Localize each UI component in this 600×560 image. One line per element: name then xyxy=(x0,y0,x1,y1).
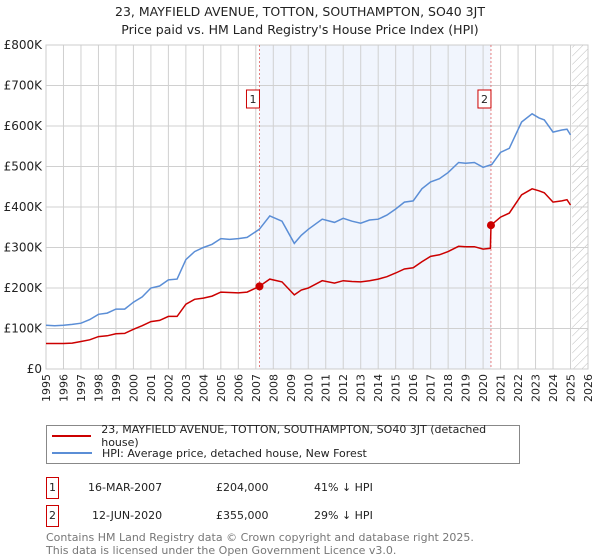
legend-item-hpi: HPI: Average price, detached house, New … xyxy=(47,444,367,462)
x-tick-label: 2024 xyxy=(547,374,560,402)
y-tick-label: £0 xyxy=(27,362,42,376)
x-tick-label: 2023 xyxy=(530,374,543,402)
legend-item-property: 23, MAYFIELD AVENUE, TOTTON, SOUTHAMPTON… xyxy=(47,423,519,449)
x-tick-label: 2002 xyxy=(162,374,175,402)
x-tick-label: 2011 xyxy=(320,374,333,402)
legend-label: 23, MAYFIELD AVENUE, TOTTON, SOUTHAMPTON… xyxy=(101,423,487,449)
x-tick-label: 2020 xyxy=(477,374,490,402)
marker-badge: 1 xyxy=(46,477,59,499)
x-tick-label: 2017 xyxy=(425,374,438,402)
x-tick-label: 2018 xyxy=(442,374,455,402)
x-tick-label: 2014 xyxy=(372,374,385,402)
y-tick-label: £300K xyxy=(4,241,44,255)
transaction-date: 12-JUN-2020 xyxy=(92,509,163,522)
x-tick-label: 2021 xyxy=(495,374,508,402)
y-tick-label: £600K xyxy=(4,119,44,133)
x-tick-label: 2010 xyxy=(302,374,315,402)
x-tick-label: 2012 xyxy=(337,374,350,402)
sale-marker-box xyxy=(245,89,260,109)
y-tick-label: £700K xyxy=(4,79,44,93)
x-tick-label: 2008 xyxy=(267,374,280,402)
transaction-date: 16-MAR-2007 xyxy=(88,481,163,494)
sale-marker-label: 1 xyxy=(249,93,256,106)
x-tick-label: 2019 xyxy=(460,374,473,402)
footer-copyright: Contains HM Land Registry data © Crown c… xyxy=(46,531,474,544)
x-tick-label: 2016 xyxy=(407,374,420,402)
x-tick-label: 2004 xyxy=(197,374,210,402)
y-tick-label: £100K xyxy=(4,322,44,336)
x-tick-label: 1998 xyxy=(92,374,105,402)
transaction-price: £204,000 xyxy=(216,481,269,494)
legend-label: HPI: Average price, detached house, New … xyxy=(102,446,367,460)
marker-badge: 2 xyxy=(46,505,59,527)
price-chart: £0 £100K £200K £300K £400K £500K £600K £700K £80… xyxy=(4,38,595,402)
sale-marker-label: 2 xyxy=(481,93,488,106)
y-tick-label: £200K xyxy=(4,281,44,295)
y-tick-label: £800K xyxy=(4,38,44,52)
blue-line-swatch xyxy=(52,452,92,454)
chart-title: 23, MAYFIELD AVENUE, TOTTON, SOUTHAMPTON… xyxy=(115,4,485,19)
x-tick-label: 1995 xyxy=(40,374,53,402)
footer-licence: This data is licensed under the Open Gov… xyxy=(46,544,397,557)
y-tick-label: £500K xyxy=(4,160,44,174)
x-tick-label: 2003 xyxy=(180,374,193,402)
y-tick-label: £400K xyxy=(4,200,44,214)
transaction-hpi: 41% ↓ HPI xyxy=(314,481,373,494)
sale-point xyxy=(486,221,495,230)
transaction-price: £355,000 xyxy=(216,509,269,522)
x-tick-label: 2007 xyxy=(250,374,263,402)
transaction-hpi: 29% ↓ HPI xyxy=(314,509,373,522)
red-line-swatch xyxy=(52,435,92,437)
sale-point xyxy=(255,282,264,291)
hpi-line xyxy=(45,112,572,327)
x-tick-label: 2022 xyxy=(512,374,525,402)
x-tick-label: 2026 xyxy=(582,374,595,402)
x-tick-label: 1997 xyxy=(75,374,88,402)
transaction-row: 2 12-JUN-2020 £355,000 29% ↓ HPI xyxy=(46,505,546,527)
legend: 23, MAYFIELD AVENUE, TOTTON, SOUTHAMPTON… xyxy=(46,423,520,464)
x-tick-label: 1999 xyxy=(110,374,123,402)
chart-subtitle: Price paid vs. HM Land Registry's House … xyxy=(121,22,479,37)
plot-border xyxy=(45,44,589,370)
transaction-row: 1 16-MAR-2007 £204,000 41% ↓ HPI xyxy=(46,477,546,499)
sale-marker-box xyxy=(477,89,492,109)
x-tick-label: 2015 xyxy=(390,374,403,402)
x-tick-label: 2000 xyxy=(127,374,140,402)
x-tick-label: 2009 xyxy=(285,374,298,402)
x-tick-label: 2013 xyxy=(355,374,368,402)
x-tick-label: 2025 xyxy=(565,374,578,402)
x-tick-label: 2001 xyxy=(145,374,158,402)
x-tick-label: 2005 xyxy=(215,374,228,402)
x-tick-label: 2006 xyxy=(232,374,245,402)
x-tick-label: 1996 xyxy=(57,374,70,402)
